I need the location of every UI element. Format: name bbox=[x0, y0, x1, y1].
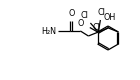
Text: O: O bbox=[68, 9, 75, 18]
Text: H₂N: H₂N bbox=[41, 26, 56, 36]
Text: Cl: Cl bbox=[93, 23, 101, 32]
Text: O: O bbox=[77, 19, 84, 28]
Text: Cl: Cl bbox=[80, 11, 88, 20]
Text: Cl: Cl bbox=[97, 8, 105, 17]
Text: OH: OH bbox=[103, 13, 115, 22]
